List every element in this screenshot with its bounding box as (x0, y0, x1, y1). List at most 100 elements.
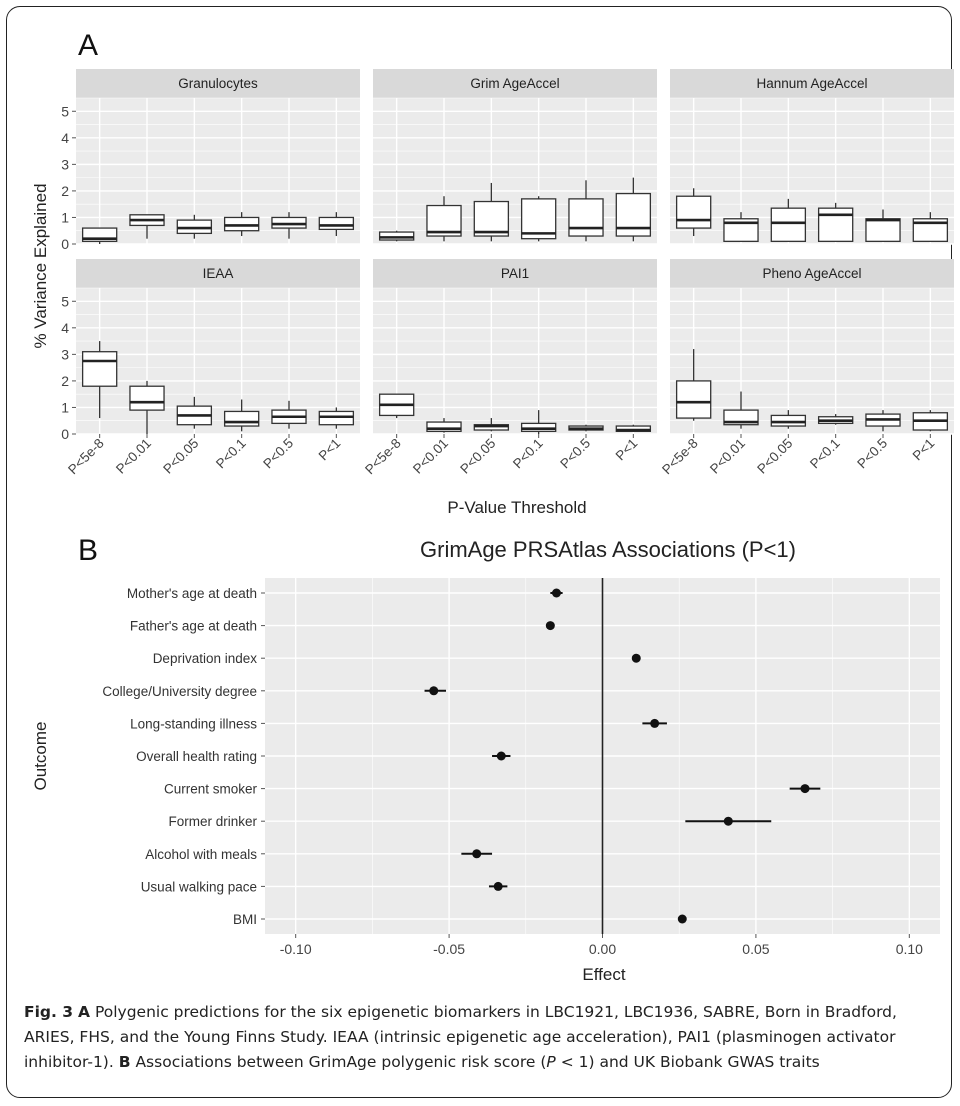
x-tick-label: -0.05 (433, 941, 465, 957)
y-tick-label-current-smoker: Current smoker (164, 782, 258, 797)
x-tick-label: -0.10 (280, 941, 312, 957)
box-pheno-ageaccel (770, 414, 807, 427)
x-tick-label: P<0.05 (457, 436, 498, 477)
y-tick-label: 4 (61, 320, 69, 336)
box-hannum-ageaccel (675, 195, 712, 229)
y-tick-label: 4 (61, 130, 69, 146)
y-tick-label-father-s-age-at-death: Father's age at death (130, 619, 257, 634)
facet-panel-hannum-ageaccel (670, 98, 954, 244)
figure-caption: Fig. 3 A Polygenic predictions for the s… (24, 1000, 944, 1075)
x-tick-label: P<0.01 (410, 436, 451, 477)
panel-a-xlabel: P-Value Threshold (447, 498, 586, 517)
effect-point-overall-health-rating (496, 751, 506, 761)
x-tick-label: P<0.01 (113, 436, 154, 477)
y-tick-label-mother-s-age-at-death: Mother's age at death (127, 586, 257, 601)
y-tick-label: 1 (61, 399, 69, 415)
box-granulocytes (176, 219, 213, 235)
y-tick-label: 2 (61, 373, 69, 389)
effect-point-deprivation-index (631, 653, 641, 663)
box-grim-ageaccel (378, 231, 415, 241)
box-granulocytes (318, 216, 355, 231)
facet-panel-ieaa (76, 288, 360, 434)
box-hannum-ageaccel (912, 218, 949, 242)
effect-point-college-university-degree (429, 686, 439, 696)
box-grim-ageaccel (615, 192, 652, 237)
effect-point-former-drinker (723, 816, 733, 826)
y-tick-label: 2 (61, 183, 69, 199)
facet-strip-ieaa (76, 259, 360, 288)
x-tick-label: 0.05 (742, 941, 769, 957)
box-granulocytes (223, 216, 260, 232)
effect-point-current-smoker (800, 784, 810, 794)
caption-part-b-italic: P (546, 1053, 556, 1071)
panel-a-letter: A (78, 29, 98, 62)
y-tick-label-former-drinker: Former drinker (168, 814, 257, 829)
figure-svg: A Granulocytes 0 1 2 3 4 5 Grim AgeAccel Hannum A… (31, 29, 954, 984)
x-tick-label: P<0.5 (260, 436, 296, 472)
y-tick-label-overall-health-rating: Overall health rating (136, 749, 257, 764)
caption-part-b-text-1: Associations between GrimAge polygenic r… (130, 1053, 547, 1071)
box-pheno-ageaccel (675, 380, 712, 419)
facet-title-hannum-ageaccel: Hannum AgeAccel (756, 76, 867, 91)
y-tick-label: 3 (61, 346, 69, 362)
box-ieaa (318, 410, 355, 426)
panel-a-ylabel: % Variance Explained (31, 183, 50, 348)
x-tick-label: P<5e-8 (659, 436, 701, 478)
facet-title-grim-ageaccel: Grim AgeAccel (470, 76, 559, 91)
caption-part-b-letter: B (118, 1053, 131, 1071)
x-tick-label: P<5e-8 (65, 436, 107, 478)
box-pai1 (426, 421, 462, 432)
effect-point-alcohol-with-meals (472, 849, 482, 859)
y-tick-label: 0 (61, 236, 69, 252)
box-grim-ageaccel (520, 198, 557, 240)
x-tick-label: P<1 (316, 436, 344, 464)
x-tick-label: P<0.05 (754, 436, 795, 477)
y-tick-label-usual-walking-pace: Usual walking pace (141, 879, 257, 894)
y-tick-label-deprivation-index: Deprivation index (153, 651, 258, 666)
panel-a: A Granulocytes 0 1 2 3 4 5 Grim AgeAccel Hannum A… (31, 29, 954, 517)
x-tick-label: P<0.1 (213, 436, 249, 472)
box-hannum-ageaccel (723, 218, 759, 242)
panel-b: B GrimAge PRSAtlas Associations (P<1) Moth… (31, 534, 940, 984)
box-pai1 (473, 424, 510, 431)
x-tick-label: P<0.5 (854, 436, 890, 472)
box-pai1 (615, 425, 652, 432)
y-tick-label: 5 (61, 103, 69, 119)
facet-title-ieaa: IEAA (203, 266, 234, 281)
facet-panel-pai1 (373, 288, 657, 434)
caption-fig-label: Fig. 3 (24, 1003, 74, 1021)
y-tick-label-college-university-degree: College/University degree (102, 684, 257, 699)
facet-panel-grim-ageaccel (373, 98, 657, 244)
panel-b-title: GrimAge PRSAtlas Associations (P<1) (420, 537, 796, 562)
box-grim-ageaccel (568, 198, 604, 237)
x-tick-label: P<0.1 (510, 436, 546, 472)
effect-point-father-s-age-at-death (545, 621, 555, 631)
y-tick-label: 0 (61, 426, 69, 442)
x-tick-label: P<1 (910, 436, 938, 464)
box-hannum-ageaccel (770, 207, 807, 242)
effect-point-long-standing-illness (650, 718, 660, 728)
box-pai1 (520, 422, 557, 432)
facet-panel-granulocytes (76, 98, 360, 244)
box-hannum-ageaccel (865, 218, 901, 242)
x-tick-label: P<0.1 (807, 436, 843, 472)
facet-strip-pheno-ageaccel (670, 259, 954, 288)
box-hannum-ageaccel (817, 207, 854, 242)
effect-point-mother-s-age-at-death (551, 588, 561, 598)
x-tick-label: P<0.05 (160, 436, 201, 477)
facet-panel-pheno-ageaccel (670, 288, 954, 434)
y-tick-label: 5 (61, 293, 69, 309)
x-tick-label: P<1 (613, 436, 641, 464)
facet-strip-hannum-ageaccel (670, 69, 954, 98)
y-tick-label-bmi: BMI (233, 912, 257, 927)
x-tick-label: 0.00 (589, 941, 616, 957)
y-tick-label: 3 (61, 156, 69, 172)
box-ieaa (223, 410, 260, 427)
facet-strip-pai1 (373, 259, 657, 288)
facet-title-granulocytes: Granulocytes (178, 76, 258, 91)
figure-frame (6, 6, 952, 1098)
box-granulocytes (271, 216, 307, 229)
box-grim-ageaccel (473, 200, 510, 237)
x-tick-label: P<0.01 (707, 436, 748, 477)
panel-b-xlabel: Effect (582, 965, 625, 984)
